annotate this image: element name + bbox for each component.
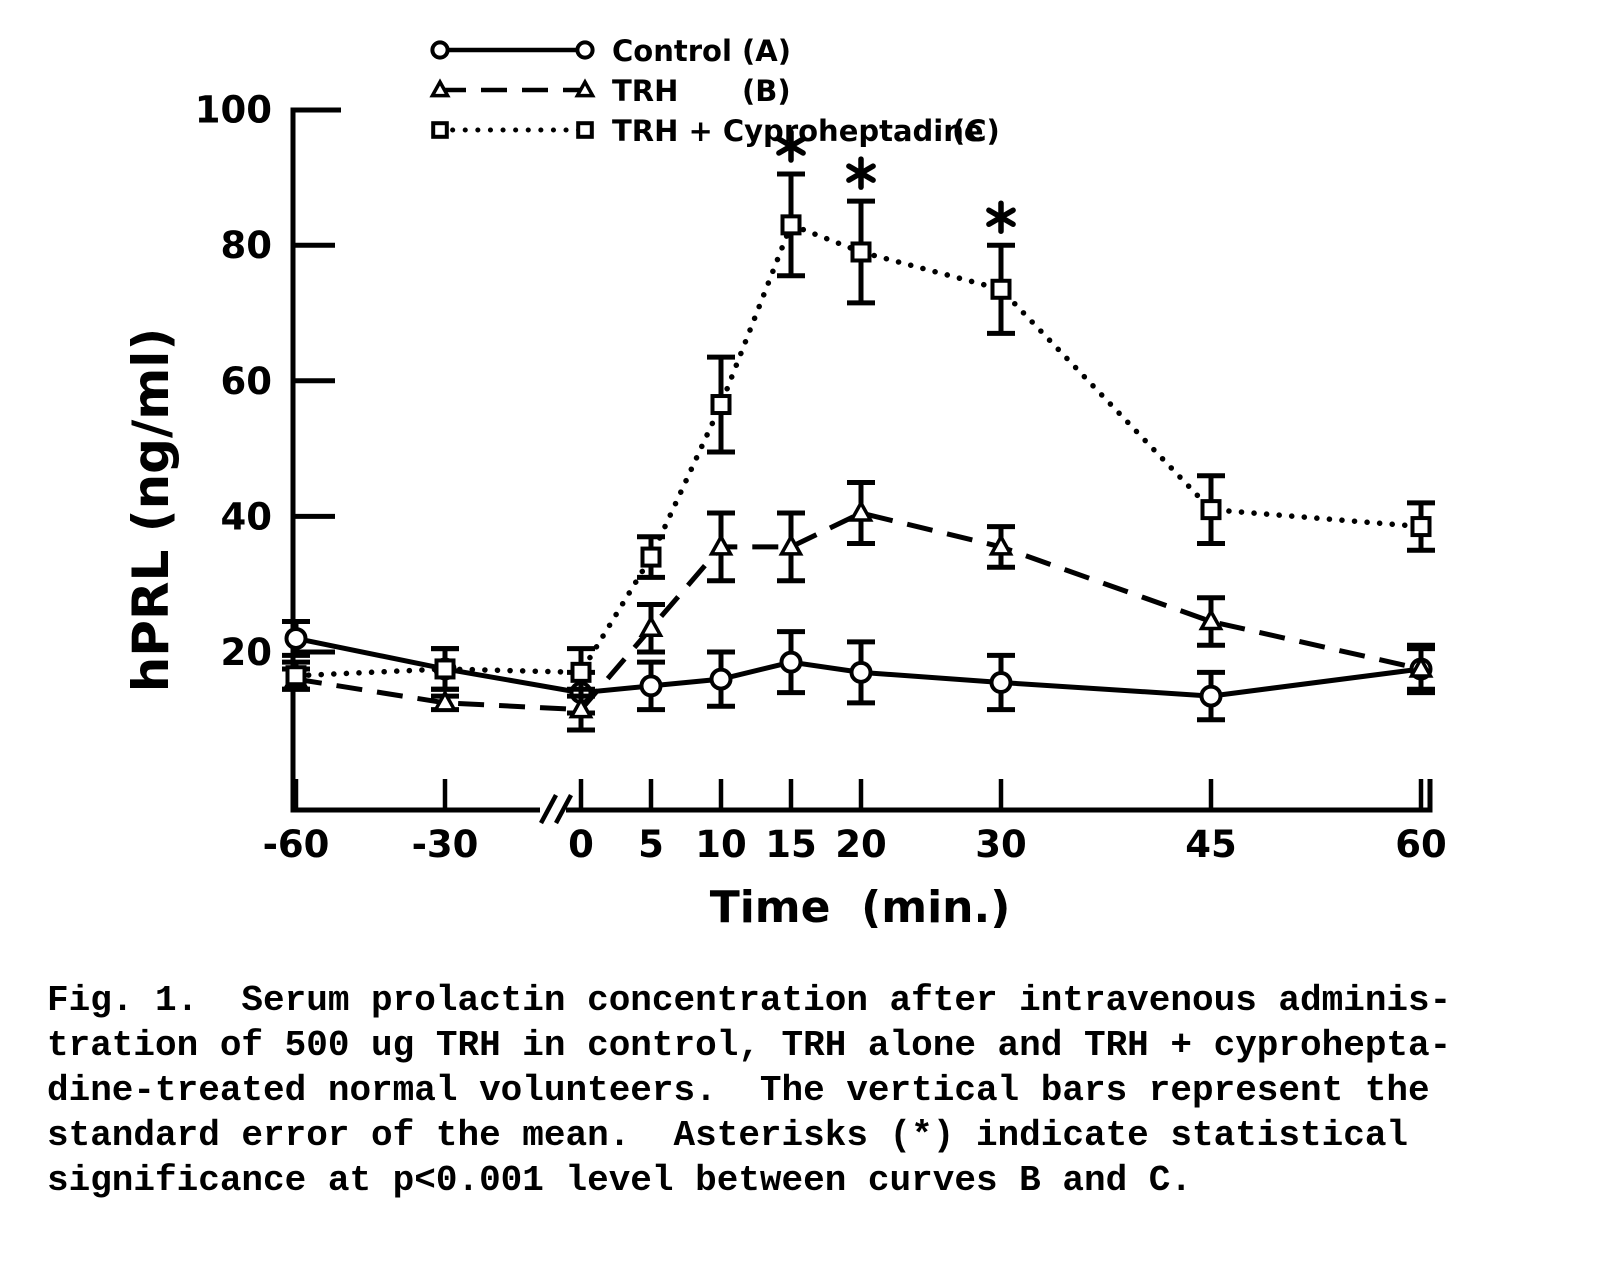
caption-line: Fig. 1. Serum prolactin concentration af…: [47, 980, 1452, 1021]
series-trh-cyproheptadine: [282, 129, 1435, 699]
x-tick-label: 15: [765, 823, 817, 866]
y-axis-title: hPRL (ng/ml): [122, 328, 180, 693]
circle-marker: [709, 667, 733, 691]
legend: Control (A) TRH (B) TRH + Cyproheptadine(C): [429, 34, 1000, 148]
x-axis-title: Time (min.): [710, 882, 1011, 933]
x-tick-label: 45: [1185, 823, 1237, 866]
triangle-marker: [568, 696, 594, 719]
triangle-marker: [638, 614, 664, 638]
x-tick-label: 30: [975, 823, 1027, 866]
circle-marker: [575, 40, 595, 60]
x-axis-break: [539, 793, 573, 825]
triangle-marker: [574, 78, 596, 98]
y-tick-label: 60: [221, 360, 273, 403]
square-marker: [576, 121, 594, 139]
triangle-marker: [1198, 607, 1224, 631]
x-tick-label: -60: [263, 823, 330, 866]
caption-line: dine-treated normal volunteers. The vert…: [47, 1070, 1430, 1111]
significance-asterisk: [776, 129, 806, 163]
figure-caption: Fig. 1. Serum prolactin concentration af…: [47, 978, 1587, 1203]
triangle-marker: [432, 689, 458, 712]
square-marker: [850, 241, 872, 263]
caption-line: standard error of the mean. Asterisks (*…: [47, 1115, 1409, 1156]
x-tick-label: 60: [1395, 823, 1447, 866]
square-marker: [1200, 499, 1222, 521]
square-marker: [285, 665, 307, 687]
square-marker: [570, 661, 592, 683]
x-tick-label: 5: [638, 823, 664, 866]
circle-marker: [639, 674, 663, 698]
significance-asterisk: [986, 200, 1016, 234]
triangle-marker: [988, 533, 1014, 556]
circle-marker: [989, 671, 1013, 695]
legend-curve-letter: (C): [952, 114, 1000, 148]
circle-marker: [284, 626, 308, 650]
legend-item-c: TRH + Cyproheptadine(C): [431, 114, 1000, 148]
triangle-marker: [848, 499, 874, 522]
y-tick-label: 20: [221, 631, 273, 674]
square-marker: [710, 394, 732, 416]
legend-curve-letter: (B): [742, 74, 791, 108]
significance-asterisk: [846, 156, 876, 190]
prolactin-chart: 20 40 60 80 100 -60 -30 0 5 10 15 20 30 45 60 hPRL (ng/…: [122, 34, 1447, 933]
x-tick-label: -30: [412, 823, 479, 866]
circle-marker: [849, 660, 873, 684]
caption-line: significance at p<0.001 level between cu…: [47, 1160, 1192, 1201]
legend-label: TRH + Cyproheptadine: [612, 114, 984, 148]
circle-marker: [430, 40, 450, 60]
y-tick-label: 80: [221, 224, 273, 267]
x-tick-label: 0: [568, 823, 594, 866]
square-marker: [1410, 516, 1432, 538]
caption-line: tration of 500 ug TRH in control, TRH al…: [47, 1025, 1452, 1066]
triangle-marker: [708, 533, 734, 556]
legend-item-b: TRH (B): [429, 74, 791, 108]
series-line: [295, 635, 1422, 699]
legend-item-a: Control (A): [430, 34, 791, 68]
circle-marker: [779, 650, 803, 674]
square-marker: [434, 658, 456, 680]
series-trh: [282, 480, 1435, 733]
axes: 20 40 60 80 100 -60 -30 0 5 10 15 20 30 45 60 hPRL (ng/…: [122, 89, 1447, 933]
square-marker: [990, 278, 1012, 300]
triangle-marker: [778, 533, 804, 556]
square-marker: [431, 121, 449, 139]
triangle-marker: [1408, 655, 1434, 678]
y-tick-label: 100: [195, 89, 272, 132]
y-tick-label: 40: [221, 495, 273, 538]
triangle-marker: [429, 78, 451, 98]
x-tick-label: 10: [695, 823, 747, 866]
legend-label: Control: [612, 34, 732, 68]
legend-label: TRH: [612, 74, 678, 108]
series-line: [295, 510, 1422, 713]
square-marker: [640, 546, 662, 568]
circle-marker: [1199, 684, 1223, 708]
legend-curve-letter: (A): [742, 34, 791, 68]
x-tick-label: 20: [835, 823, 887, 866]
square-marker: [780, 214, 802, 236]
